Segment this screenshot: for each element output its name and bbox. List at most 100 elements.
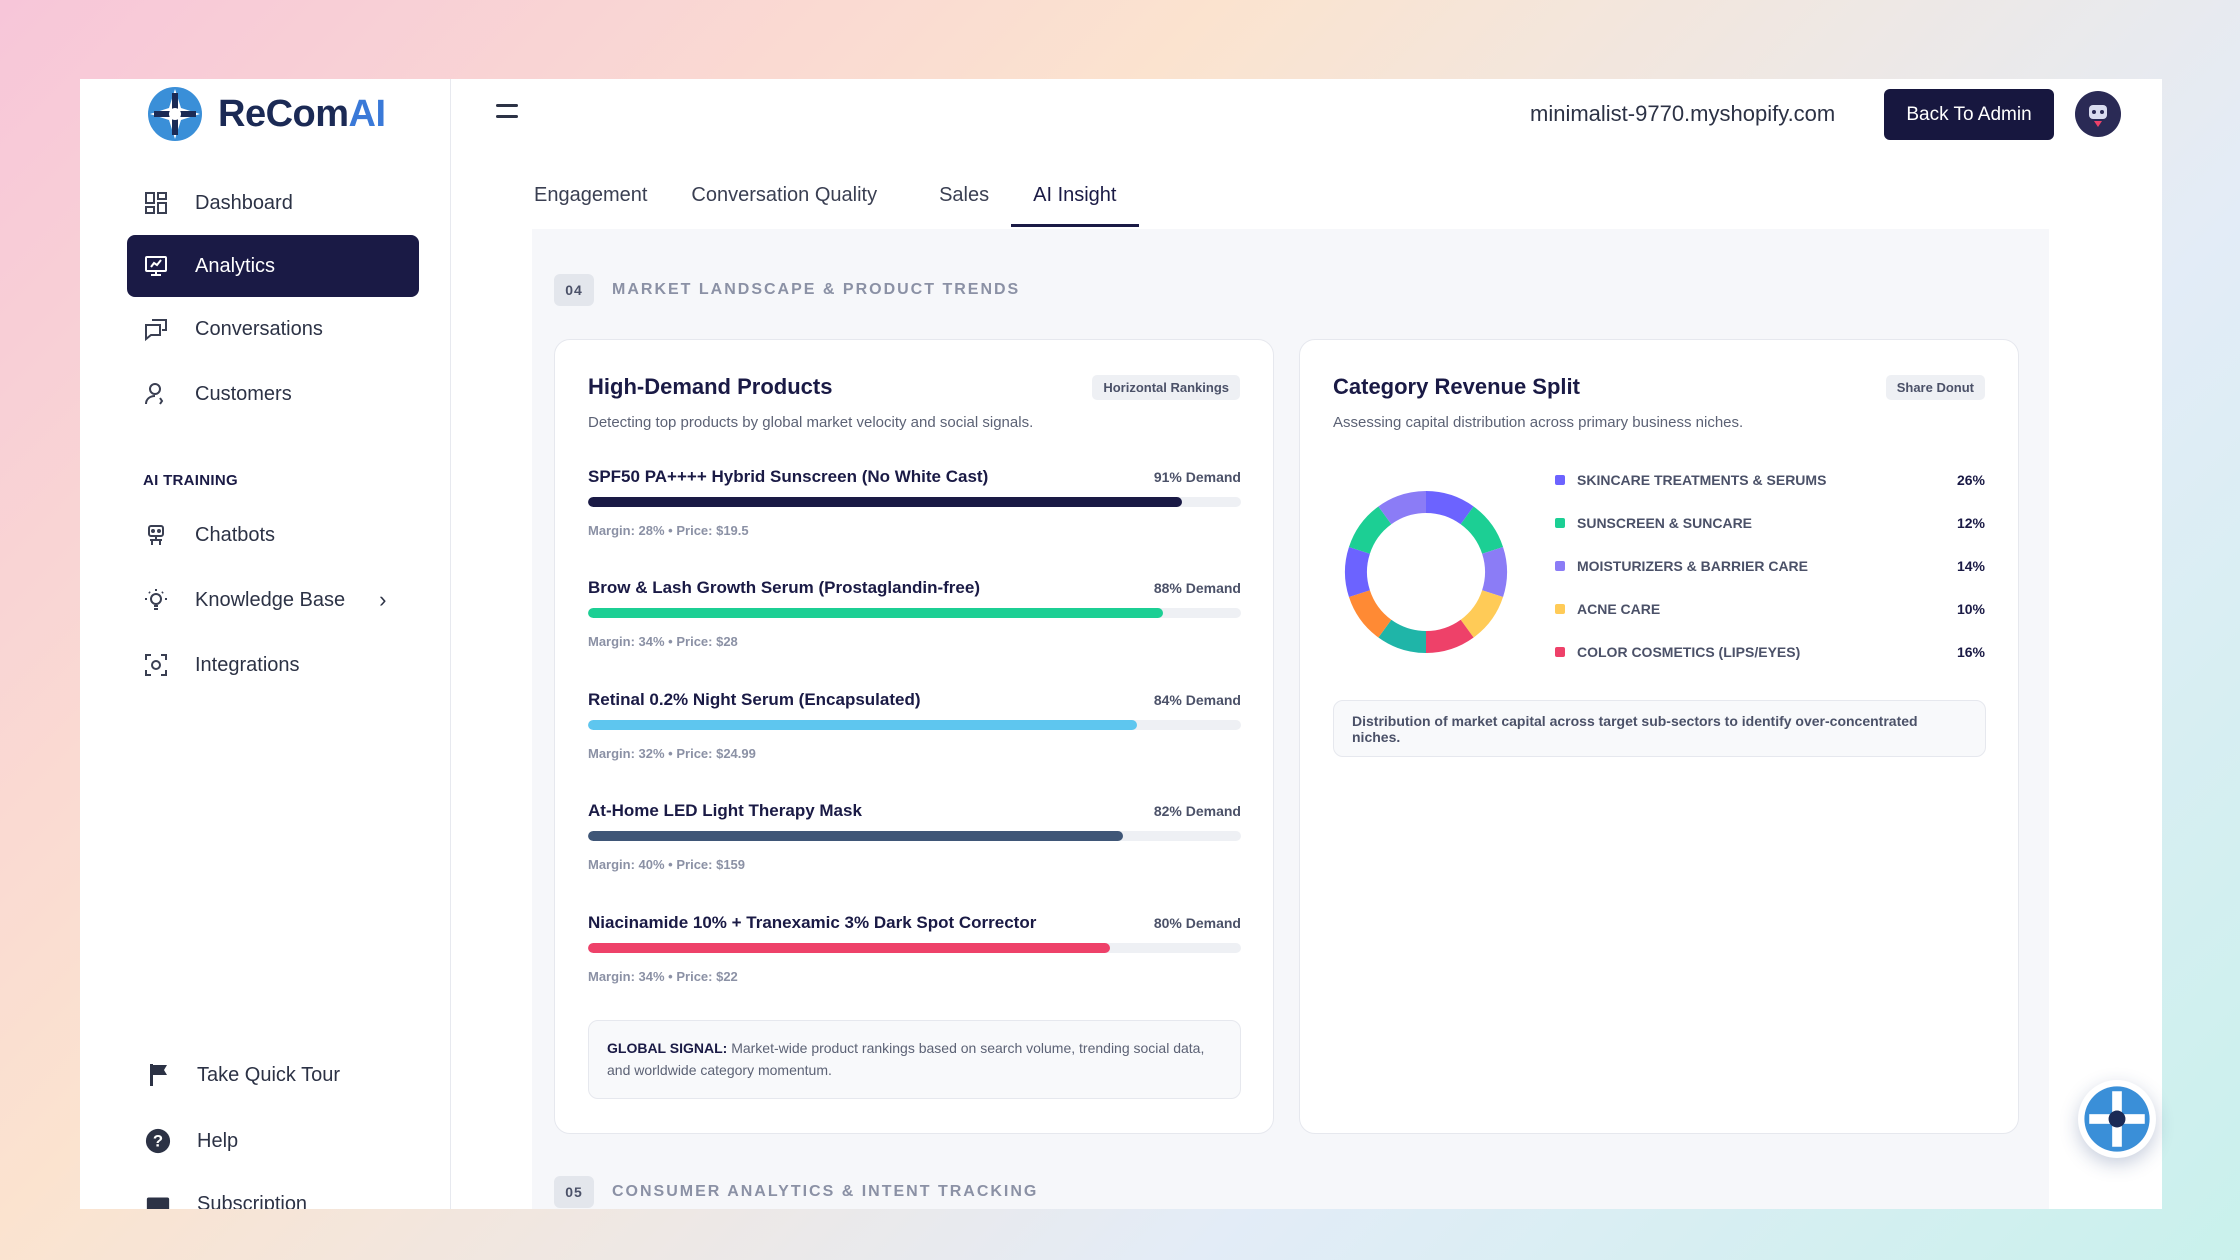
product-demand: 82% Demand [1153, 803, 1241, 819]
donut-segment[interactable] [1378, 491, 1427, 525]
donut-segment[interactable] [1460, 589, 1504, 638]
donut-segment[interactable] [1345, 546, 1371, 598]
back-to-admin-button[interactable]: Back To Admin [1884, 89, 2054, 140]
product-meta: Margin: 32% • Price: $24.99 [588, 746, 756, 761]
product-row: Retinal 0.2% Night Serum (Encapsulated) … [588, 690, 1241, 761]
insight-content: 04 MARKET LANDSCAPE & PRODUCT TRENDS Hig… [532, 229, 2049, 1209]
donut-segment[interactable] [1378, 619, 1427, 653]
section-number: 05 [554, 1176, 594, 1208]
main-area: minimalist-9770.myshopify.com Back To Ad… [452, 79, 2162, 1209]
sidebar-item-integrations[interactable]: Integrations [127, 634, 419, 696]
sidebar-item-label: Subscription [197, 1192, 308, 1210]
chat-launcher-button[interactable] [2078, 1080, 2156, 1158]
section-title: CONSUMER ANALYTICS & INTENT TRACKING [612, 1183, 1039, 1200]
donut-segment[interactable] [1460, 506, 1504, 555]
menu-toggle-icon[interactable] [496, 104, 522, 124]
donut-segment[interactable] [1425, 491, 1474, 525]
sidebar-item-label: Customers [195, 382, 292, 405]
demand-bar-fill [588, 608, 1163, 618]
sidebar-item-dashboard[interactable]: Dashboard [127, 172, 419, 234]
product-demand: 84% Demand [1153, 692, 1241, 708]
legend-swatch [1555, 604, 1565, 614]
brand-name: ReComAI [218, 92, 386, 135]
legend-label: MOISTURIZERS & BARRIER CARE [1577, 558, 1809, 574]
sidebar-item-analytics[interactable]: Analytics [127, 235, 419, 297]
donut-segment[interactable] [1425, 619, 1474, 653]
legend-item: SUNSCREEN & SUNCARE 12% [1555, 515, 1985, 531]
svg-text:?: ? [153, 1132, 163, 1151]
product-demand: 80% Demand [1153, 915, 1241, 931]
donut-segment[interactable] [1481, 546, 1507, 598]
section-header-04: 04 MARKET LANDSCAPE & PRODUCT TRENDS [554, 274, 1020, 306]
legend-value: 12% [1956, 515, 1985, 531]
product-name: Niacinamide 10% + Tranexamic 3% Dark Spo… [588, 913, 1037, 932]
sidebar-item-conversations[interactable]: Conversations [127, 298, 419, 360]
chatbot-icon [148, 525, 164, 545]
demand-bar-fill [588, 497, 1183, 507]
card-subtitle: Detecting top products by global market … [588, 414, 1034, 431]
sidebar-item-chatbots[interactable]: Chatbots [127, 504, 419, 566]
section-number: 04 [554, 274, 594, 306]
tab-ai-insight[interactable]: AI Insight [1011, 175, 1139, 227]
legend-value: 16% [1956, 644, 1985, 660]
product-name: At-Home LED Light Therapy Mask [588, 801, 862, 820]
tab-engagement[interactable]: Engagement [534, 184, 648, 206]
demand-bar-track [588, 608, 1241, 618]
demand-bar-track [588, 943, 1241, 953]
card-title: Category Revenue Split [1333, 374, 1580, 399]
legend-item: MOISTURIZERS & BARRIER CARE 14% [1555, 558, 1985, 574]
sidebar-item-label: Analytics [195, 254, 276, 277]
global-signal-note: GLOBAL SIGNAL: Market-wide product ranki… [588, 1020, 1241, 1099]
category-revenue-card: Category Revenue Split Share Donut Asses… [1299, 339, 2019, 1134]
product-row: Brow & Lash Growth Serum (Prostaglandin-… [588, 578, 1241, 649]
subscription-icon [146, 1197, 170, 1209]
sidebar-item-knowledge-base[interactable]: Knowledge Base › [127, 569, 419, 631]
legend-swatch [1555, 475, 1565, 485]
revenue-note: Distribution of market capital across ta… [1333, 700, 1986, 757]
product-demand: 88% Demand [1153, 580, 1241, 596]
customers-icon [145, 383, 164, 405]
product-demand: 91% Demand [1153, 469, 1241, 485]
legend-swatch [1555, 518, 1565, 528]
product-row: Niacinamide 10% + Tranexamic 3% Dark Spo… [588, 913, 1241, 984]
avatar[interactable] [2075, 91, 2121, 137]
demand-bar-track [588, 720, 1241, 730]
shop-domain: minimalist-9770.myshopify.com [1530, 101, 1836, 126]
card-subtitle: Assessing capital distribution across pr… [1333, 414, 1744, 431]
tab-conversation-quality[interactable]: Conversation Quality [691, 184, 878, 206]
demand-bar-fill [588, 720, 1137, 730]
signal-label: GLOBAL SIGNAL: [607, 1040, 728, 1056]
sidebar-item-quick-tour[interactable]: Take Quick Tour [129, 1044, 421, 1106]
product-meta: Margin: 34% • Price: $28 [588, 634, 738, 649]
recomai-logo-icon [148, 87, 202, 141]
product-row: SPF50 PA++++ Hybrid Sunscreen (No White … [588, 467, 1241, 538]
legend-value: 14% [1956, 558, 1985, 574]
legend-label: SKINCARE TREATMENTS & SERUMS [1577, 472, 1827, 488]
robot-avatar-icon [2089, 105, 2107, 127]
flag-icon [150, 1064, 167, 1086]
donut-segment[interactable] [1348, 506, 1392, 555]
card-title: High-Demand Products [588, 374, 833, 399]
legend-item: COLOR COSMETICS (LIPS/EYES) 16% [1555, 644, 1985, 660]
sidebar-item-subscription[interactable]: Subscription [129, 1173, 421, 1209]
product-meta: Margin: 40% • Price: $159 [588, 857, 746, 872]
brand-logo[interactable]: ReComAI [146, 85, 386, 143]
product-meta: Margin: 34% • Price: $22 [588, 969, 738, 984]
legend-value: 26% [1956, 472, 1985, 488]
demand-bar-track [588, 497, 1241, 507]
section-header-05: 05 CONSUMER ANALYTICS & INTENT TRACKING [554, 1176, 1038, 1208]
sidebar-item-label: Knowledge Base [195, 588, 346, 611]
tab-sales[interactable]: Sales [939, 184, 990, 206]
chevron-right-icon[interactable]: › [379, 587, 387, 612]
legend-item: ACNE CARE 10% [1555, 601, 1985, 617]
lightbulb-icon [145, 589, 167, 610]
sidebar-item-label: Dashboard [195, 191, 293, 214]
donut-segment[interactable] [1348, 589, 1392, 638]
legend-item: SKINCARE TREATMENTS & SERUMS 26% [1555, 472, 1985, 488]
legend-swatch [1555, 647, 1565, 657]
sidebar: ReComAI Dashboard Analytics Conversation… [80, 79, 451, 1209]
sidebar-item-customers[interactable]: Customers [127, 363, 419, 425]
sidebar-item-help[interactable]: ? Help [129, 1110, 421, 1172]
analytics-icon [145, 256, 167, 276]
legend-label: COLOR COSMETICS (LIPS/EYES) [1577, 644, 1801, 660]
